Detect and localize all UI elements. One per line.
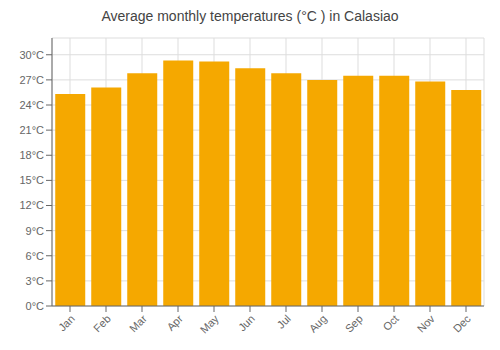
svg-text:Feb: Feb (91, 312, 113, 334)
svg-text:Apr: Apr (164, 312, 185, 333)
svg-text:9°C: 9°C (26, 225, 45, 237)
svg-text:6°C: 6°C (26, 250, 45, 262)
svg-text:Mar: Mar (127, 312, 149, 334)
svg-text:27°C: 27°C (19, 74, 44, 86)
svg-text:Nov: Nov (415, 312, 438, 335)
svg-text:24°C: 24°C (19, 99, 44, 111)
svg-text:Dec: Dec (451, 312, 474, 335)
svg-text:May: May (198, 312, 222, 336)
svg-text:21°C: 21°C (19, 124, 44, 136)
svg-text:15°C: 15°C (19, 174, 44, 186)
html-text:Average monthly temperatures (: Average monthly temperatures (°C ) in Ca… (101, 8, 399, 24)
svg-text:Jan: Jan (56, 312, 77, 333)
svg-text:3°C: 3°C (26, 275, 45, 287)
svg-text:12°C: 12°C (19, 199, 44, 211)
svg-text:Jun: Jun (236, 312, 257, 333)
svg-text:0°C: 0°C (26, 300, 45, 312)
svg-text:18°C: 18°C (19, 149, 44, 161)
svg-text:Oct: Oct (380, 312, 401, 333)
svg-text:Aug: Aug (307, 312, 329, 334)
svg-text:Jul: Jul (275, 312, 293, 330)
svg-text:Sep: Sep (343, 312, 365, 334)
svg-text:30°C: 30°C (19, 49, 44, 61)
